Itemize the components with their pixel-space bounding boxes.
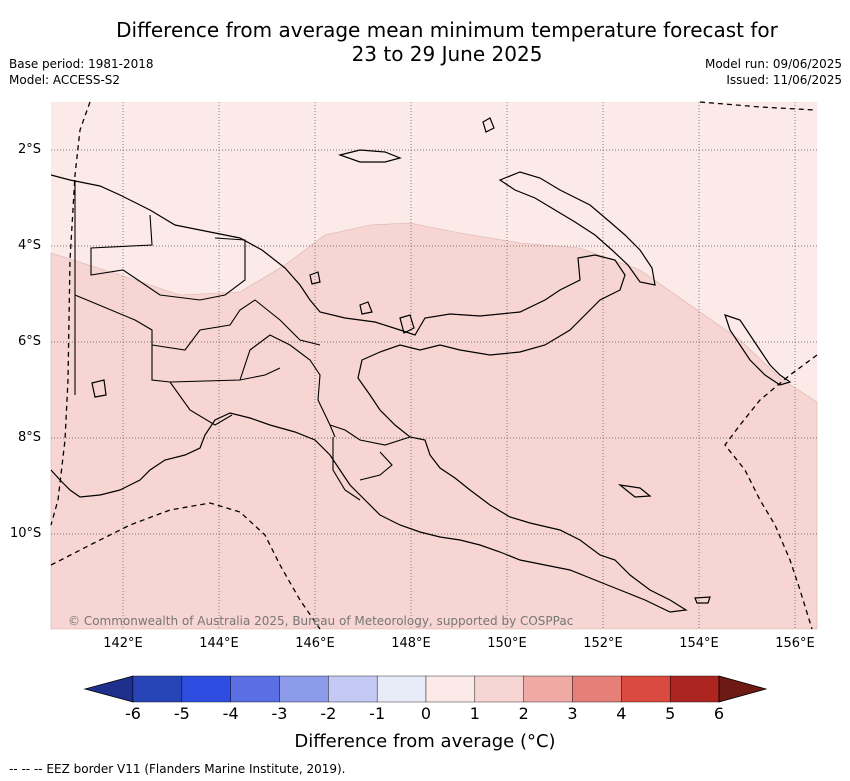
- lon-label-142e: 142°E: [103, 636, 143, 651]
- island-east-1: [617, 484, 652, 498]
- colorbar-tick-label: 1: [469, 704, 480, 723]
- colorbar-tick-label: 0: [420, 704, 432, 723]
- colorbar-segment: [132, 675, 183, 703]
- eez-footnote: -- -- -- EEZ border V11 (Flanders Marine…: [9, 762, 346, 776]
- graticule: [51, 102, 817, 629]
- new-guinea-coastline: [50, 174, 688, 613]
- colorbar-segment: [621, 675, 671, 703]
- colorbar-tick-label: 6: [713, 704, 725, 723]
- colorbar-tick-label: -5: [173, 704, 190, 723]
- colorbar-tick-label: 3: [567, 704, 578, 723]
- island-north: [482, 117, 495, 133]
- map-title: Difference from average mean minimum tem…: [0, 18, 850, 66]
- lat-label-10s: 10°S: [10, 526, 42, 541]
- colorbar-segment: [669, 675, 720, 703]
- lon-label-146e: 146°E: [295, 636, 335, 651]
- colorbar-segment: [523, 675, 573, 703]
- coastlines: [50, 117, 792, 613]
- colorbar-tick-label: -6: [125, 704, 141, 723]
- colorbar-tick-label: 2: [518, 704, 529, 723]
- manus-coastline: [337, 149, 402, 163]
- colorbar-segment: [279, 675, 329, 703]
- colorbar-extend-low: [83, 675, 134, 703]
- lat-label-8s: 8°S: [18, 430, 42, 445]
- copyright-notice: © Commonwealth of Australia 2025, Bureau…: [68, 614, 574, 628]
- model-run: Model run: 09/06/2025: [704, 57, 842, 71]
- lat-label-6s: 6°S: [18, 334, 42, 349]
- lon-label-152e: 152°E: [583, 636, 623, 651]
- island-east-2: [694, 596, 711, 604]
- island-sepik: [399, 314, 415, 334]
- new-britain-coastline: [498, 171, 656, 286]
- island-southwest: [91, 379, 107, 398]
- colorbar-segment: [425, 675, 476, 703]
- lon-label-156e: 156°E: [775, 636, 815, 651]
- colorbar-tick-label: -3: [271, 704, 288, 723]
- lat-label-2s: 2°S: [18, 142, 42, 157]
- base-period: Base period: 1981-2018: [9, 57, 154, 71]
- colorbar-segment: [328, 675, 378, 703]
- colorbar-segment: [181, 675, 231, 703]
- colorbar-tick-label: -1: [369, 704, 386, 723]
- colorbar-segment: [230, 675, 280, 703]
- model-name: Model: ACCESS-S2: [9, 73, 121, 87]
- lon-label-150e: 150°E: [487, 636, 527, 651]
- colorbar-tick-label: 4: [616, 704, 627, 723]
- bougainville-coastline: [724, 314, 792, 386]
- province-borders: [74, 180, 411, 501]
- colorbar-segment: [376, 675, 427, 703]
- anomaly-region-1-to-2: [50, 222, 818, 630]
- colorbar: [83, 675, 768, 703]
- title-line-2: 23 to 29 June 2025: [351, 42, 543, 66]
- eez-borders: [50, 101, 818, 630]
- colorbar-tick-label: -2: [320, 704, 337, 723]
- colorbar-extend-high: [718, 675, 768, 703]
- island-small-2: [359, 301, 373, 315]
- lon-label-148e: 148°E: [391, 636, 431, 651]
- meta-left: Base period: 1981-2018 Model: ACCESS-S2: [9, 56, 154, 88]
- colorbar-segment: [572, 675, 622, 703]
- lon-label-144e: 144°E: [199, 636, 239, 651]
- colorbar-tick-label: -4: [222, 704, 239, 723]
- island-small-1: [309, 271, 321, 285]
- colorbar-segment: [474, 675, 524, 703]
- colorbar-label: Difference from average (°C): [294, 731, 556, 752]
- issued-date: Issued: 11/06/2025: [726, 73, 842, 87]
- lat-label-4s: 4°S: [18, 238, 42, 253]
- title-line-1: Difference from average mean minimum tem…: [116, 18, 778, 42]
- lon-label-154e: 154°E: [679, 636, 719, 651]
- meta-right: Model run: 09/06/2025 Issued: 11/06/2025: [705, 56, 842, 88]
- colorbar-tick-label: 5: [665, 704, 676, 723]
